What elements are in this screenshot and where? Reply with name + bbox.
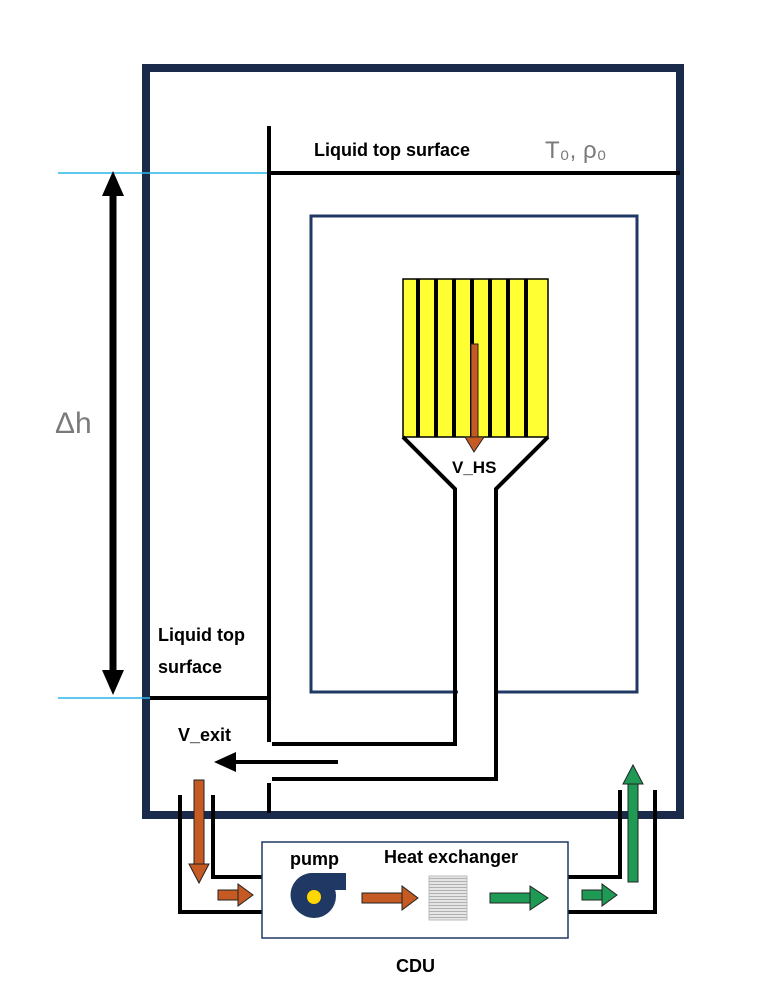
- liquid-top-surface-label: Liquid top surface: [314, 140, 470, 160]
- pump-to-hx-arrow: [361, 885, 419, 911]
- t0-rho0-label: T₀, ρ₀: [545, 137, 607, 164]
- left-down-arrow: [188, 779, 210, 885]
- left-drain-pipe: [178, 795, 262, 914]
- cdu-label: CDU: [396, 956, 435, 976]
- delta-h-arrow: [102, 171, 124, 695]
- outlet-duct: [272, 435, 550, 781]
- right-return-pipe: [568, 790, 657, 914]
- right-outflow-arrow: [581, 883, 618, 907]
- heat-exchanger-label: Heat exchanger: [384, 847, 518, 867]
- left-inflow-arrow: [217, 883, 254, 907]
- delta-h-label: Δh: [55, 407, 92, 440]
- overflow-surface-label-line2: surface: [158, 657, 222, 677]
- v-hs-label: V_HS: [452, 458, 496, 477]
- v-exit-label: V_exit: [178, 725, 231, 745]
- heat-exchanger-icon: [428, 875, 468, 921]
- overflow-surface-label-line1: Liquid top: [158, 625, 245, 645]
- v-hs-arrow: [464, 343, 485, 453]
- pump-label: pump: [290, 849, 339, 869]
- centrifugal-pump-icon: [290, 873, 346, 918]
- v-exit-arrow: [214, 752, 338, 772]
- right-up-arrow: [622, 763, 644, 883]
- hx-out-arrow: [489, 885, 549, 911]
- tank-outline: [142, 64, 684, 819]
